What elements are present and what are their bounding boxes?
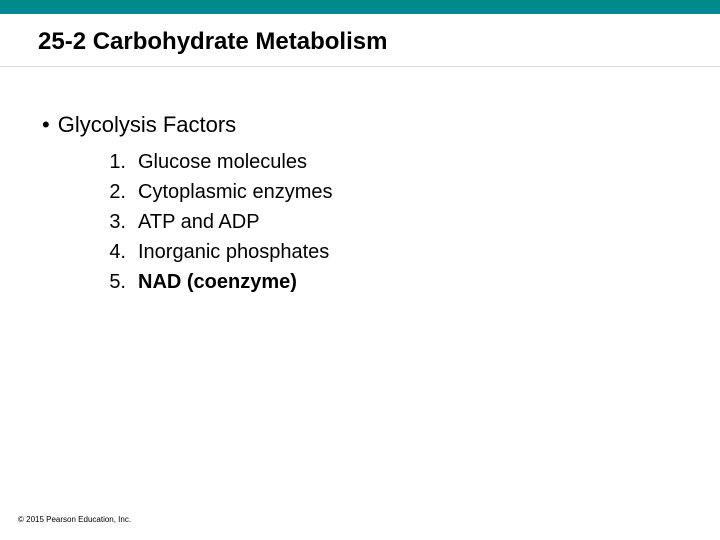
slide-title: 25-2 Carbohydrate Metabolism bbox=[0, 14, 720, 56]
list-text: NAD (coenzyme) bbox=[138, 267, 297, 297]
list-item: 5. NAD (coenzyme) bbox=[104, 267, 720, 297]
list-item: 2. Cytoplasmic enzymes bbox=[104, 177, 720, 207]
list-item: 4. Inorganic phosphates bbox=[104, 237, 720, 267]
list-item: 1. Glucose molecules bbox=[104, 147, 720, 177]
list-number: 4. bbox=[104, 237, 126, 267]
list-number: 5. bbox=[104, 267, 126, 297]
list-item: 3. ATP and ADP bbox=[104, 207, 720, 237]
copyright-text: © 2015 Pearson Education, Inc. bbox=[18, 515, 131, 524]
list-number: 3. bbox=[104, 207, 126, 237]
slide-content: • Glycolysis Factors 1. Glucose molecule… bbox=[0, 67, 720, 297]
bullet-text: Glycolysis Factors bbox=[58, 111, 236, 139]
list-text: ATP and ADP bbox=[138, 207, 260, 237]
bullet-icon: • bbox=[42, 111, 50, 139]
numbered-list: 1. Glucose molecules 2. Cytoplasmic enzy… bbox=[42, 139, 720, 297]
list-text: Glucose molecules bbox=[138, 147, 307, 177]
list-text: Inorganic phosphates bbox=[138, 237, 329, 267]
list-text: Cytoplasmic enzymes bbox=[138, 177, 333, 207]
bullet-row: • Glycolysis Factors bbox=[42, 111, 720, 139]
top-accent-bar bbox=[0, 0, 720, 14]
list-number: 1. bbox=[104, 147, 126, 177]
list-number: 2. bbox=[104, 177, 126, 207]
